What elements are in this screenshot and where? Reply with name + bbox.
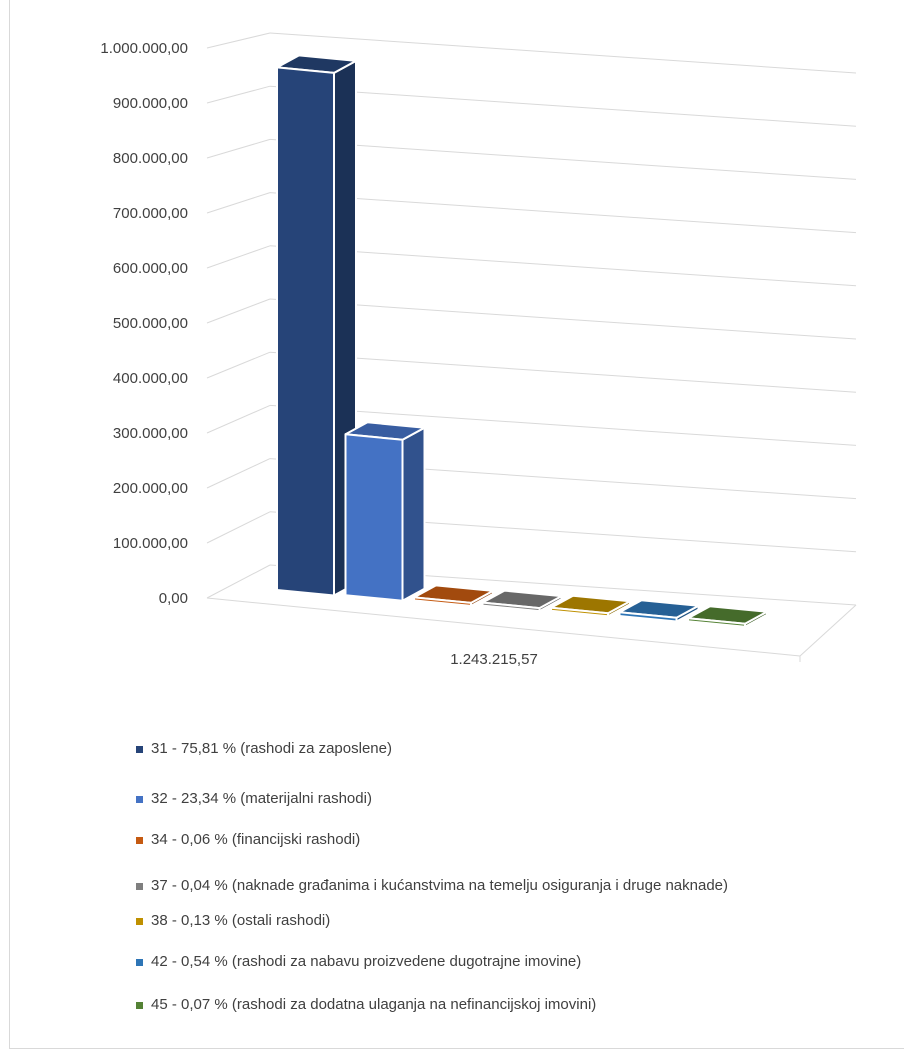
y-tick-label: 900.000,00 bbox=[113, 95, 188, 112]
back-gridline bbox=[269, 351, 857, 393]
bar-front bbox=[413, 596, 472, 607]
side-gridline bbox=[206, 351, 271, 379]
floor-right-edge bbox=[799, 604, 857, 657]
y-tick-label: 500.000,00 bbox=[113, 315, 188, 332]
legend-item: 38 - 0,13 % (ostali rashodi) bbox=[136, 912, 836, 930]
bar-series-7 bbox=[687, 605, 768, 628]
legend-label: 32 - 23,34 % (materijalni rashodi) bbox=[151, 790, 372, 807]
legend-item: 45 - 0,07 % (rashodi za dodatna ulaganja… bbox=[136, 996, 836, 1014]
bar-front bbox=[687, 617, 746, 628]
back-gridline bbox=[269, 298, 857, 340]
back-gridline bbox=[269, 32, 857, 74]
y-tick-label: 200.000,00 bbox=[113, 480, 188, 497]
legend-label: 45 - 0,07 % (rashodi za dodatna ulaganja… bbox=[151, 996, 597, 1013]
bar-series-2 bbox=[344, 421, 426, 602]
side-gridline bbox=[206, 85, 271, 104]
legend-label: 31 - 75,81 % (rashodi za zaposlene) bbox=[151, 740, 392, 757]
legend-item: 42 - 0,54 % (rashodi za nabavu proizvede… bbox=[136, 953, 836, 971]
side-gridline bbox=[206, 245, 271, 269]
back-gridline bbox=[269, 245, 857, 287]
bar-front bbox=[344, 433, 404, 602]
bar-front bbox=[618, 611, 678, 623]
legend-swatch bbox=[136, 796, 143, 803]
y-tick-label: 300.000,00 bbox=[113, 425, 188, 442]
bar-chart-3d: 0,00 100.000,00 200.000,00 300.000,00 400.00… bbox=[100, 32, 857, 668]
y-tick-label: 100.000,00 bbox=[113, 535, 188, 552]
y-tick-label: 1.000.000,00 bbox=[100, 40, 188, 57]
side-gridline bbox=[206, 138, 271, 159]
y-tick-label: 800.000,00 bbox=[113, 150, 188, 167]
legend-item: 34 - 0,06 % (financijski rashodi) bbox=[136, 831, 836, 849]
legend-label: 37 - 0,04 % (naknade građanima i kućanst… bbox=[151, 877, 729, 894]
y-tick-label: 600.000,00 bbox=[113, 260, 188, 277]
y-tick-label: 700.000,00 bbox=[113, 205, 188, 222]
legend-item: 32 - 23,34 % (materijalni rashodi) bbox=[136, 790, 836, 808]
legend-label: 38 - 0,13 % (ostali rashodi) bbox=[151, 912, 331, 929]
y-tick-label: 0,00 bbox=[159, 590, 188, 607]
x-category-label: 1.243.215,57 bbox=[450, 651, 538, 668]
legend-swatch bbox=[136, 959, 143, 966]
legend-swatch bbox=[136, 746, 143, 753]
legend-swatch bbox=[136, 918, 143, 925]
back-gridline bbox=[269, 192, 857, 234]
side-gridline bbox=[206, 458, 271, 489]
legend-swatch bbox=[136, 1002, 143, 1009]
side-gridline bbox=[206, 192, 271, 214]
legend-swatch bbox=[136, 883, 143, 890]
back-gridline bbox=[269, 404, 857, 446]
side-gridline bbox=[206, 511, 271, 544]
floor-front-edge bbox=[206, 597, 801, 657]
back-gridline bbox=[269, 85, 857, 127]
side-gridline bbox=[206, 32, 271, 49]
legend-label: 34 - 0,06 % (financijski rashodi) bbox=[151, 831, 361, 848]
bar-series-1 bbox=[276, 54, 357, 597]
side-gridline bbox=[206, 298, 271, 324]
bar-front bbox=[276, 66, 335, 597]
legend-item: 37 - 0,04 % (naknade građanima i kućanst… bbox=[136, 877, 836, 895]
side-gridline bbox=[206, 564, 271, 599]
bar-series-4 bbox=[481, 589, 563, 613]
back-gridline bbox=[269, 138, 857, 180]
bar-series-5 bbox=[550, 594, 631, 618]
side-gridline bbox=[206, 404, 271, 434]
bar-series-6 bbox=[618, 599, 700, 623]
chart-frame bbox=[9, 0, 904, 1049]
legend-label: 42 - 0,54 % (rashodi za nabavu proizvede… bbox=[151, 953, 582, 970]
y-tick-label: 400.000,00 bbox=[113, 370, 188, 387]
legend-item: 31 - 75,81 % (rashodi za zaposlene) bbox=[136, 740, 836, 758]
bar-series-3 bbox=[413, 584, 494, 607]
bar-front bbox=[481, 601, 541, 613]
legend-swatch bbox=[136, 837, 143, 844]
bar-front bbox=[550, 606, 609, 618]
bar-side bbox=[401, 426, 426, 602]
